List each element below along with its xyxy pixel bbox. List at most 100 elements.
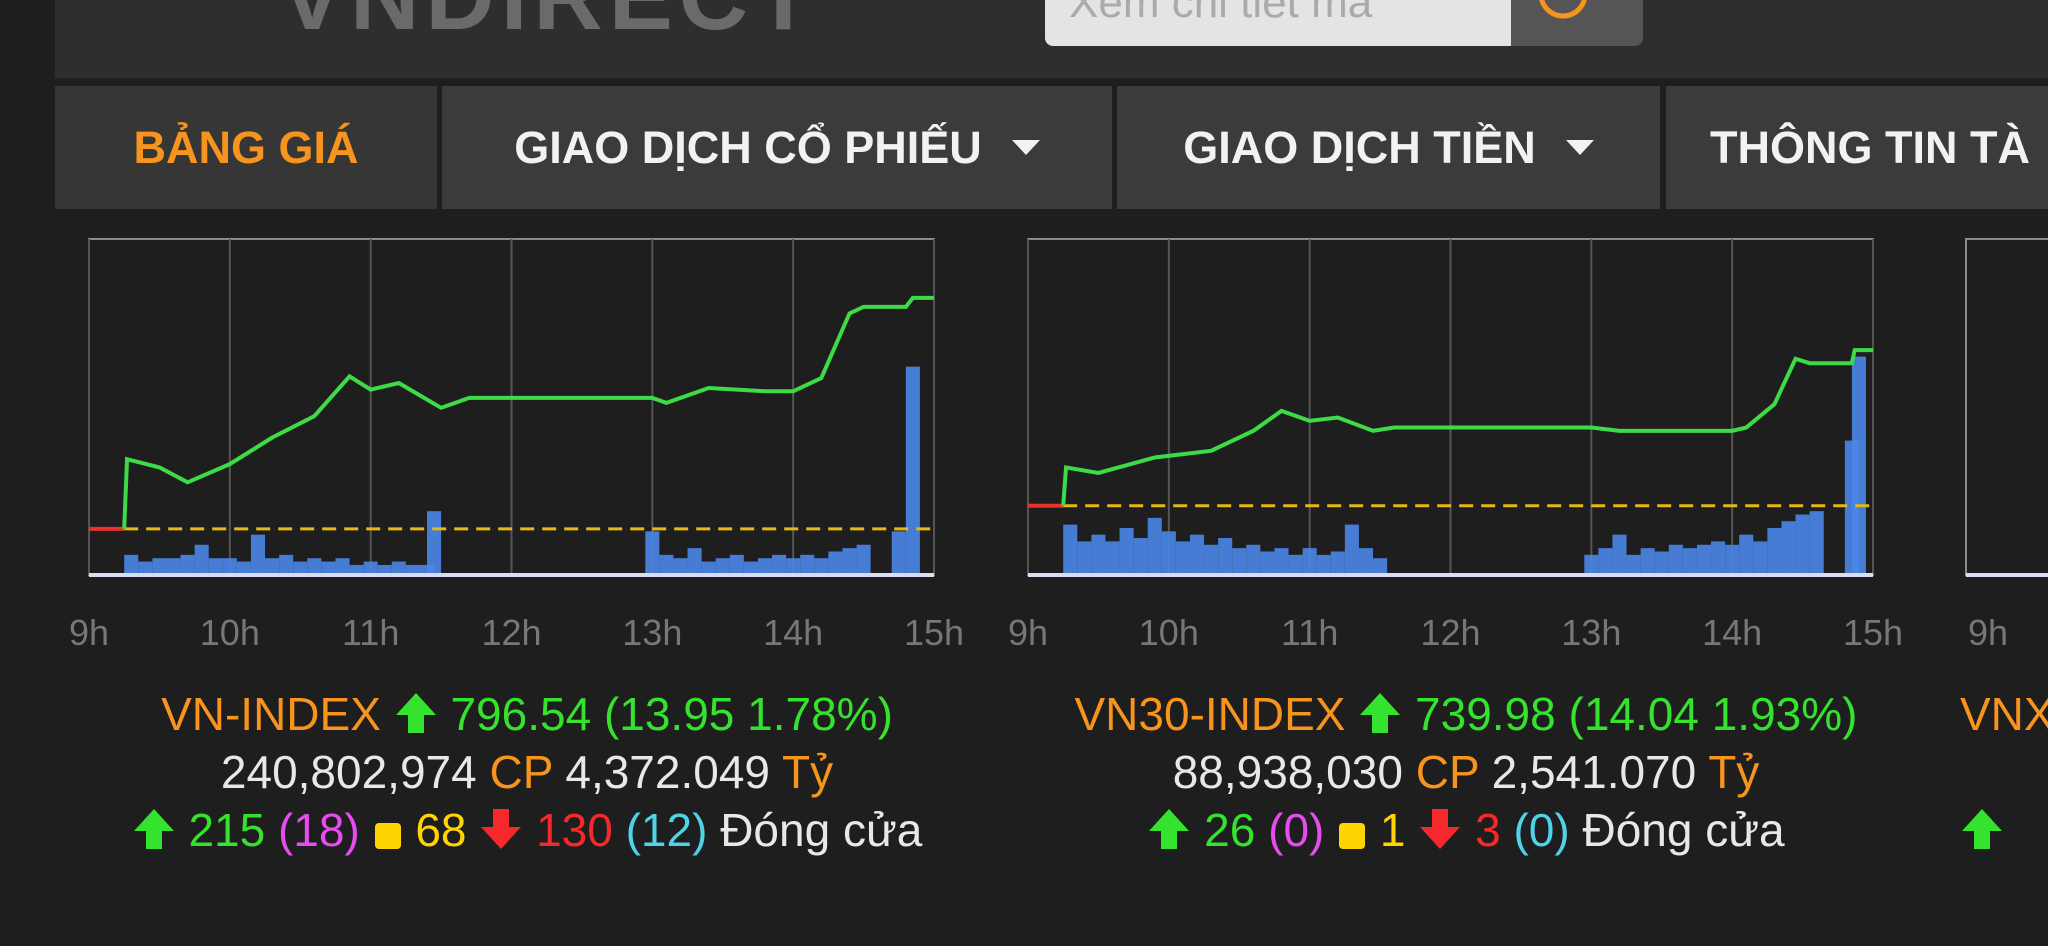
ceiling: (0) <box>1268 804 1325 856</box>
volume-bar <box>905 366 920 575</box>
index-summary: VNX <box>1960 685 2048 859</box>
volume-bar <box>1373 558 1388 575</box>
volume-bar <box>250 534 266 575</box>
nav-tab[interactable]: GIAO DỊCH TIỀN <box>1117 86 1660 209</box>
volume-bar <box>427 511 442 575</box>
up-arrow <box>1962 809 2002 849</box>
volume-bar <box>166 558 181 575</box>
volume-bar <box>891 531 906 575</box>
volume-bar <box>1316 554 1331 575</box>
summary-line: 215 (18) 68 130 (12) Đóng cửa <box>47 801 1007 859</box>
volume-bar <box>1077 541 1092 575</box>
volume-bar <box>1175 541 1190 575</box>
volume-bar <box>757 558 773 575</box>
nav-tab[interactable]: GIAO DỊCH CỔ PHIẾU <box>442 86 1112 209</box>
volume-bar <box>1696 544 1712 575</box>
nav-tab[interactable]: THÔNG TIN TÀ <box>1666 86 2048 209</box>
index-close: 739.98 <box>1415 688 1556 740</box>
volume-bar <box>265 558 280 575</box>
volume-bar <box>1204 544 1219 575</box>
unit: Tỷ <box>1708 746 1760 798</box>
volume-bar <box>1725 544 1740 575</box>
search-placeholder: Xem chi tiết mã <box>1069 0 1373 27</box>
volume-bar <box>687 548 702 575</box>
tab-label: GIAO DỊCH CỔ PHIẾU <box>514 121 982 173</box>
x-tick-label: 12h <box>481 612 541 653</box>
volume-bar <box>321 561 336 575</box>
index-line <box>122 295 934 529</box>
volume-bar <box>645 531 660 575</box>
value: 2,541.070 <box>1491 746 1697 798</box>
volume-bar <box>1091 534 1106 575</box>
volume-bar <box>1739 534 1754 575</box>
unchanged: 1 <box>1379 804 1406 856</box>
volume-bar <box>1781 521 1796 575</box>
advances: 215 <box>188 804 266 856</box>
volume-bar <box>659 554 674 575</box>
unit: CP <box>489 746 553 798</box>
volume-bar <box>1232 548 1247 575</box>
volume-bar <box>1133 538 1148 575</box>
up-arrow <box>1149 809 1190 849</box>
down-arrow <box>1420 809 1461 849</box>
nav-tab[interactable]: BẢNG GIÁ <box>55 86 437 209</box>
tab-label: THÔNG TIN TÀ <box>1710 121 2030 173</box>
index-change: (13.95 1.78%) <box>603 688 893 740</box>
x-tick-label: 9h <box>1008 612 1048 653</box>
x-tick-label: 13h <box>622 612 682 653</box>
volume-bar <box>772 554 787 575</box>
volume-bar <box>1246 544 1261 575</box>
value: 4,372.049 <box>565 746 771 798</box>
search-icon <box>1539 0 1587 19</box>
volume-bar <box>138 561 153 575</box>
index-name: VN-INDEX <box>161 688 381 740</box>
volume-bar <box>814 558 829 575</box>
dropdown-caret <box>1011 139 1040 155</box>
tab-label: BẢNG GIÁ <box>133 121 359 173</box>
volume: 240,802,974 <box>220 746 477 798</box>
volume-bar <box>1795 514 1810 575</box>
volume: 88,938,030 <box>1172 746 1403 798</box>
floor: (12) <box>625 804 708 856</box>
volume-bar <box>293 561 308 575</box>
index-name: VN30-INDEX <box>1074 688 1346 740</box>
volume-bar <box>1063 524 1078 575</box>
volume-bar <box>1358 548 1374 575</box>
status: Đóng cửa <box>1582 804 1785 856</box>
volume-bar <box>1302 548 1317 575</box>
up-arrow <box>133 809 174 849</box>
search-box[interactable]: Xem chi tiết mã <box>1045 0 1511 46</box>
x-tick-label: 14h <box>1702 612 1762 653</box>
x-tick-label: 15h <box>1843 612 1903 653</box>
summary-line: VN-INDEX 796.54 (13.95 1.78%) <box>47 685 1007 743</box>
volume-bar <box>828 551 843 575</box>
volume-bar <box>391 561 406 575</box>
volume-bar <box>194 544 209 575</box>
tab-label: GIAO DỊCH TIỀN <box>1183 121 1536 173</box>
volume-bar <box>786 558 801 575</box>
declines: 3 <box>1475 804 1501 856</box>
summary-line: VN30-INDEX 739.98 (14.04 1.93%) <box>986 685 1946 743</box>
volume-bar <box>222 558 237 575</box>
summary-line: VNX <box>1960 685 2048 743</box>
volume-bar <box>1809 511 1824 575</box>
search-button[interactable] <box>1511 0 1643 46</box>
volume-bar <box>1260 551 1275 575</box>
unchanged: 68 <box>415 804 467 856</box>
dropdown-caret <box>1565 139 1594 155</box>
volume-bar <box>800 554 815 575</box>
volume-bar <box>363 561 378 575</box>
volume-bar <box>673 558 688 575</box>
volume-bar <box>152 558 167 575</box>
header: VNDIRECT Xem chi tiết mã <box>55 0 2048 78</box>
unchanged-icon <box>1339 823 1366 849</box>
x-tick-label: 9h <box>69 612 109 653</box>
x-tick-label: 13h <box>1561 612 1621 653</box>
volume-bar <box>236 561 251 575</box>
volume-bar <box>1344 524 1359 575</box>
summary-line: 26 (0) 1 3 (0) Đóng cửa <box>986 801 1946 859</box>
x-tick-label: 11h <box>1281 612 1338 653</box>
volume-bar <box>1330 551 1345 575</box>
floor: (0) <box>1513 804 1570 856</box>
